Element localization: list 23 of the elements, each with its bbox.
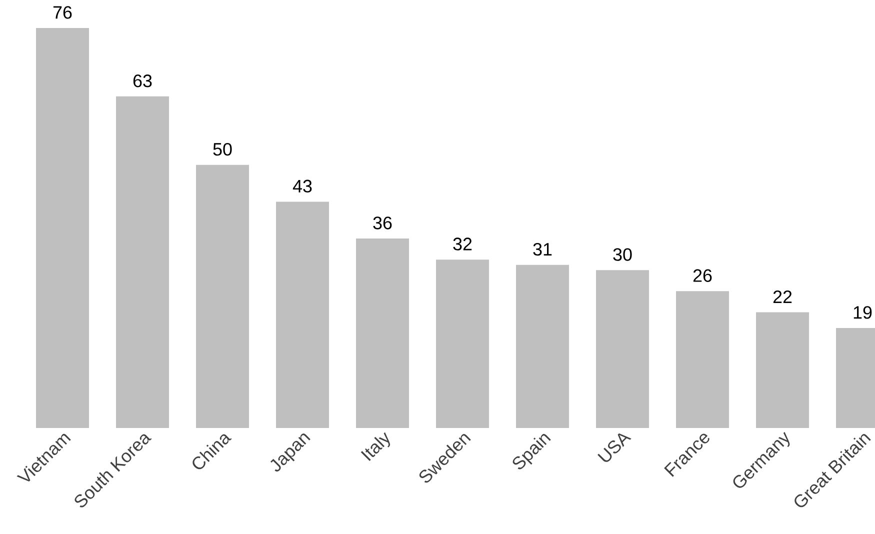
bar [196,164,250,428]
data-label: 50 [213,142,232,156]
data-label: 30 [613,248,632,261]
data-label: 36 [373,216,392,230]
data-label: 63 [133,74,152,88]
x-tick-label: USA [598,433,632,462]
data-label: 22 [773,290,792,304]
x-tick-label: Italy [360,432,390,461]
bar [116,96,170,428]
bar [36,28,89,428]
bar [756,312,810,428]
bar [436,260,490,428]
bar [276,202,330,428]
data-label: 26 [693,269,712,282]
bar [356,238,410,428]
data-label: 19 [854,306,872,319]
data-label: 43 [292,180,312,192]
bar [516,264,570,428]
data-label: 32 [453,238,472,250]
data-label: 31 [533,242,552,256]
data-label: 76 [53,6,72,19]
bar [596,270,650,428]
bar [676,291,730,428]
